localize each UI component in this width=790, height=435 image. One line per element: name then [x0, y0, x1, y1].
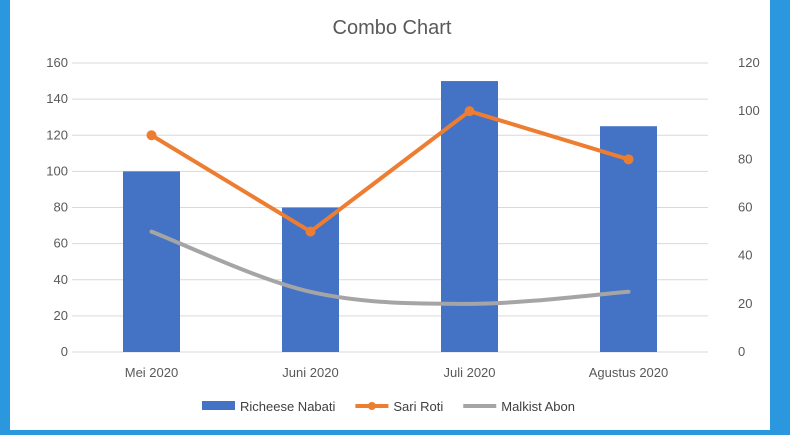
legend-marker-sari-roti [367, 402, 376, 410]
marker-sari-roti [623, 154, 634, 165]
x-tick-label: Juni 2020 [282, 365, 338, 380]
y-primary-tick-label: 120 [46, 127, 68, 142]
y-secondary-tick-label: 60 [738, 200, 752, 215]
x-tick-label: Juli 2020 [443, 365, 495, 380]
y-secondary-tick-label: 40 [738, 248, 752, 263]
legend-label-sari-roti: Sari Roti [393, 399, 443, 414]
x-tick-label: Mei 2020 [125, 365, 178, 380]
bar-richeese-nabati [123, 171, 180, 352]
marker-sari-roti [464, 106, 475, 117]
y-primary-tick-label: 100 [46, 163, 68, 178]
y-primary-tick-label: 160 [46, 55, 68, 70]
y-primary-tick-label: 0 [61, 344, 68, 359]
y-axis-secondary: 0 20 40 60 80 100 120 [738, 55, 760, 359]
y-primary-tick-label: 60 [54, 236, 68, 251]
chart-panel: Combo Chart 0 20 40 60 80 100 120 140 160 0 20 40 6… [10, 0, 770, 430]
marker-sari-roti [305, 226, 316, 237]
line-malkist-abon [149, 229, 631, 306]
legend-label-richeese-nabati: Richeese Nabati [240, 399, 335, 414]
y-primary-tick-label: 20 [54, 308, 68, 323]
y-secondary-tick-label: 80 [738, 151, 752, 166]
x-tick-label: Agustus 2020 [589, 365, 669, 380]
y-primary-tick-label: 140 [46, 91, 68, 106]
chart-title: Combo Chart [333, 17, 452, 39]
y-primary-tick-label: 40 [54, 272, 68, 287]
x-axis: Mei 2020 Juni 2020 Juli 2020 Agustus 2020 [125, 365, 669, 380]
legend-label-malkist-abon: Malkist Abon [501, 399, 575, 414]
line-series [146, 106, 634, 306]
y-axis-primary: 0 20 40 60 80 100 120 140 160 [46, 55, 68, 359]
marker-sari-roti [146, 130, 157, 141]
bar-richeese-nabati [441, 81, 498, 352]
legend-swatch-richeese-nabati [202, 401, 235, 410]
y-primary-tick-label: 80 [54, 200, 68, 215]
line-sari-roti [149, 109, 631, 234]
combo-chart: Combo Chart 0 20 40 60 80 100 120 140 160 0 20 40 6… [46, 17, 760, 414]
bar-series [123, 81, 657, 352]
y-secondary-tick-label: 120 [738, 55, 760, 70]
y-secondary-tick-label: 100 [738, 103, 760, 118]
legend: Richeese Nabati Sari Roti Malkist Abon [202, 399, 575, 414]
y-secondary-tick-label: 20 [738, 296, 752, 311]
y-secondary-tick-label: 0 [738, 344, 745, 359]
